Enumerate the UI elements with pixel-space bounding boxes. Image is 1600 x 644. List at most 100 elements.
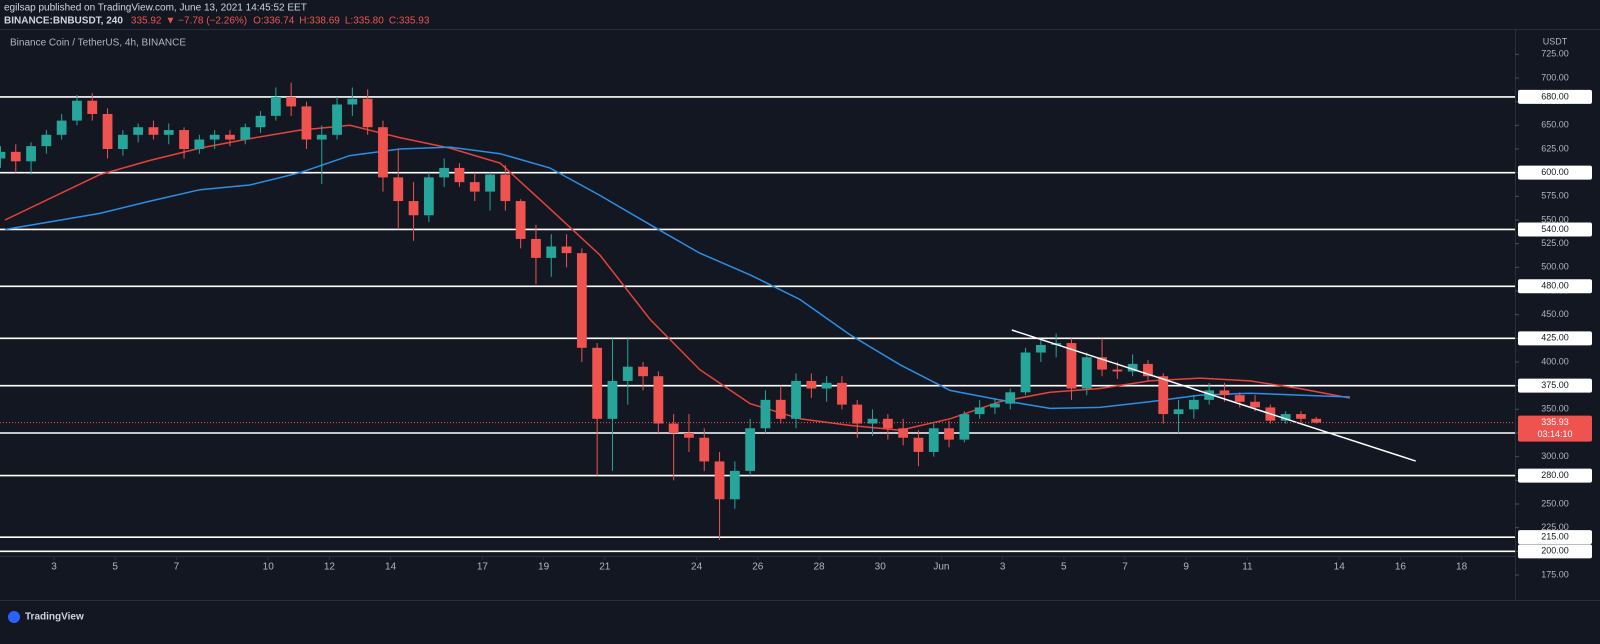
countdown-label: 03:14:10 (1537, 429, 1572, 439)
x-tick-label: Jun (933, 562, 949, 573)
y-tick-label: 525.00 (1541, 238, 1569, 248)
y-tick-label: 700.00 (1541, 72, 1569, 82)
candle-body (867, 418, 878, 424)
candle-body (1035, 344, 1046, 353)
candle-body (72, 100, 82, 121)
candle-body (729, 470, 740, 500)
candle-body (362, 98, 373, 128)
header-ohlc: H:338.69 (299, 16, 340, 27)
level-label: 425.00 (1541, 333, 1569, 343)
x-tick-label: 30 (875, 562, 887, 573)
level-label: 680.00 (1541, 91, 1569, 101)
x-tick-label: 10 (263, 562, 275, 573)
candle-body (316, 134, 327, 140)
candle-body (1250, 401, 1260, 408)
candle-body (378, 127, 388, 178)
x-tick-label: 5 (112, 562, 118, 573)
header-last: 335.92 (131, 16, 162, 27)
candle-body (179, 130, 189, 149)
x-tick-label: 14 (1334, 562, 1346, 573)
moving-average (4, 124, 1351, 431)
candle-body (500, 174, 511, 202)
candle-body (408, 201, 419, 216)
last-price-box (1518, 415, 1592, 442)
candle-body (653, 376, 664, 424)
candle-body (0, 151, 6, 159)
y-tick-label: 400.00 (1541, 356, 1569, 366)
level-label-box (1518, 530, 1592, 545)
candle-body (1143, 363, 1153, 377)
symbol: BINANCE:BNBUSDT, 240 (4, 16, 123, 27)
time-axis (0, 556, 1515, 578)
candle-body (240, 127, 251, 140)
candle-body (286, 96, 297, 107)
level-label-box (1518, 89, 1592, 104)
candle-body (1005, 392, 1016, 404)
level-label-box (1518, 279, 1592, 294)
candle-body (668, 423, 679, 434)
x-tick-label: 5 (1061, 562, 1067, 573)
candle-body (26, 146, 36, 162)
candle-body (102, 113, 113, 149)
x-tick-label: 7 (1122, 562, 1128, 573)
candle-body (133, 127, 144, 135)
y-tick-label: 450.00 (1541, 309, 1569, 319)
candle-body (913, 437, 924, 452)
last-price-label: 335.93 (1541, 417, 1569, 427)
candle-body (56, 120, 67, 135)
candle-body (974, 407, 985, 415)
y-tick-label: 550.00 (1541, 214, 1569, 224)
candle-body (454, 167, 465, 183)
candle-body (592, 347, 603, 419)
x-tick-label: 28 (813, 562, 825, 573)
footer-logo: TradingView (25, 612, 84, 623)
candle-body (1173, 409, 1184, 415)
candle-body (469, 182, 480, 192)
candle-body (209, 134, 220, 140)
candle-body (225, 134, 235, 140)
candle-body (699, 437, 710, 462)
candle-body (531, 238, 541, 258)
x-tick-label: 7 (174, 562, 180, 573)
plot (0, 82, 1515, 553)
y-tick-label: 625.00 (1541, 143, 1569, 153)
candle-body (576, 253, 587, 348)
candle-body (1219, 390, 1230, 396)
candle-body (1188, 399, 1199, 410)
candle-body (1097, 357, 1107, 370)
level-label-box (1518, 165, 1592, 180)
candle-body (10, 151, 21, 162)
candle-body (255, 115, 266, 128)
y-tick-label: 575.00 (1541, 191, 1569, 201)
candle-body (1158, 376, 1169, 415)
candle-body (194, 139, 205, 149)
y-tick-label: 350.00 (1541, 404, 1569, 414)
x-tick-label: 3 (51, 562, 57, 573)
candle-body (806, 380, 817, 389)
level-label: 540.00 (1541, 224, 1569, 234)
candle-body (898, 428, 909, 438)
candle-body (928, 428, 939, 452)
level-label: 480.00 (1541, 281, 1569, 291)
x-tick-label: 17 (477, 562, 489, 573)
candle-body (87, 100, 98, 114)
candle-body (439, 167, 450, 178)
candle-body (684, 433, 694, 438)
candle-body (607, 380, 618, 419)
level-label: 600.00 (1541, 167, 1569, 177)
header-change: ▼ −7.78 (−2.26%) (166, 16, 248, 27)
header-ohlc: L:335.80 (345, 16, 384, 27)
candle-body (1066, 343, 1077, 389)
x-tick-label: 9 (1183, 562, 1189, 573)
trendline (1011, 329, 1416, 462)
y-tick-label: 300.00 (1541, 451, 1569, 461)
x-tick-label: 11 (1242, 562, 1253, 573)
candle-body (347, 98, 358, 105)
x-tick-label: 16 (1395, 562, 1407, 573)
header-ohlc: O:336.74 (253, 16, 295, 27)
candle-body (1311, 418, 1322, 423)
header-ohlc: C:335.93 (389, 16, 430, 27)
level-label: 200.00 (1541, 546, 1569, 556)
